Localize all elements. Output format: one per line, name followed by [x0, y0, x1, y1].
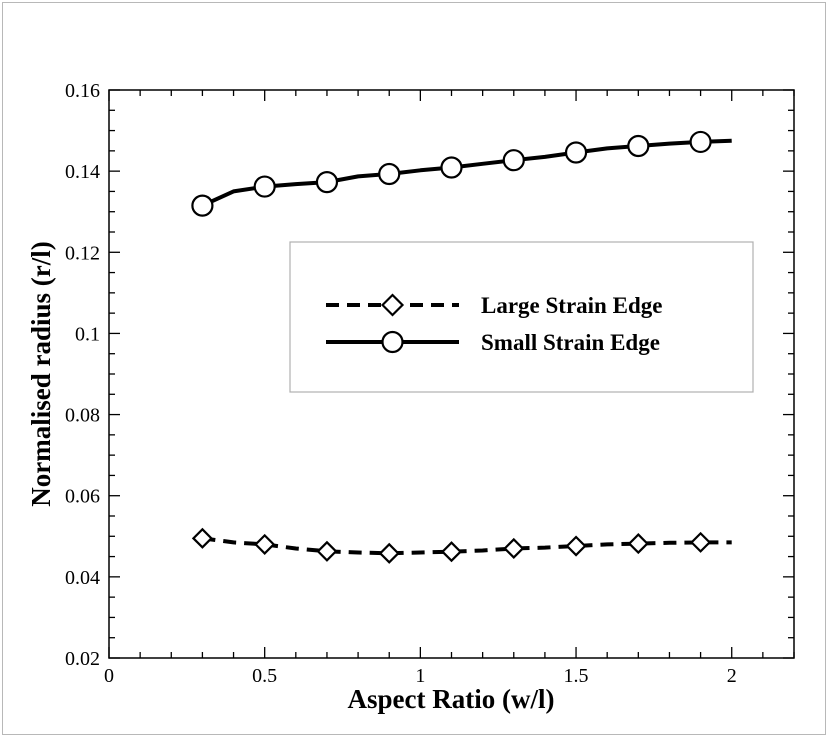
y-tick-label: 0.14	[65, 161, 100, 183]
legend-label-large-strain: Large Strain Edge	[481, 293, 662, 318]
y-tick-label: 0.06	[65, 486, 100, 508]
x-tick-label: 1	[415, 665, 425, 687]
data-point-circle	[440, 156, 463, 179]
series-line-0	[202, 536, 732, 556]
x-axis-title: Aspect Ratio (w/l)	[348, 684, 555, 714]
data-point-diamond	[316, 540, 338, 562]
y-tick-label: 0.04	[65, 567, 100, 589]
series-line-1	[201, 138, 732, 208]
y-tick-label: 0.1	[75, 323, 100, 345]
y-axis-title: Normalised radius (r/l)	[26, 241, 56, 506]
x-tick-label: 1.5	[564, 665, 589, 687]
data-point-circle	[627, 134, 650, 158]
x-tick-label: 0	[104, 665, 114, 687]
data-point-circle	[502, 149, 525, 172]
series-layer	[191, 130, 732, 564]
data-point-diamond	[378, 542, 400, 564]
legend-marker-circle	[381, 330, 404, 354]
data-point-circle	[689, 130, 712, 154]
data-point-diamond	[191, 527, 213, 549]
data-point-diamond	[254, 533, 276, 555]
legend-label-small-strain: Small Strain Edge	[481, 330, 660, 355]
legend-marker-diamond	[380, 293, 405, 317]
data-point-circle	[253, 175, 276, 198]
x-tick-label: 0.5	[252, 665, 277, 687]
x-tick-label: 2	[727, 665, 737, 687]
y-tick-label: 0.02	[65, 648, 100, 670]
axis-ticks: 0 0.5 1 1.5 2 0.02 0.04 0.06 0.08 0.1 0.12 0.14 0.16	[65, 80, 795, 687]
y-tick-label: 0.12	[65, 242, 100, 264]
legend: Large Strain Edge Small Strain Edge	[289, 241, 754, 393]
data-point-circle	[315, 170, 339, 194]
data-point-diamond	[690, 531, 712, 553]
data-point-diamond	[627, 533, 649, 555]
data-point-diamond	[440, 541, 463, 563]
data-point-diamond	[565, 535, 587, 557]
data-point-circle	[191, 194, 214, 217]
data-point-circle	[564, 141, 588, 164]
legend-box	[289, 241, 754, 393]
y-tick-label: 0.16	[65, 80, 100, 102]
data-point-diamond	[503, 537, 525, 560]
y-tick-label: 0.08	[65, 405, 100, 427]
data-point-circle	[378, 162, 401, 186]
